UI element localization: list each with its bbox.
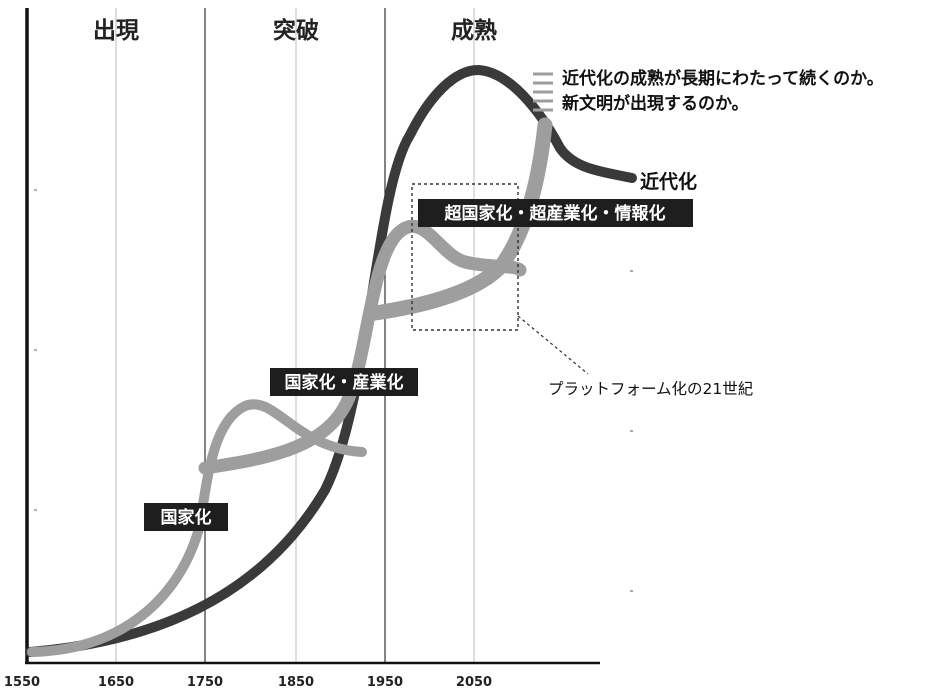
x-tick-1550: 1550 bbox=[4, 675, 40, 690]
label-nation-building: 国家化 bbox=[161, 507, 212, 528]
label-nation-industrial: 国家化・産業化 bbox=[285, 372, 404, 393]
wave-super-information bbox=[367, 117, 553, 321]
note-new-civilization: 新文明が出現するのか。 bbox=[562, 93, 749, 114]
x-tick-1750: 1750 bbox=[187, 675, 223, 690]
label-platform: プラットフォーム化の21世紀 bbox=[548, 380, 753, 398]
x-tick-1950: 1950 bbox=[367, 675, 403, 690]
x-tick-2050: 2050 bbox=[456, 675, 492, 690]
era-label-maturity: 成熟 bbox=[451, 17, 497, 44]
era-label-emergence: 出現 bbox=[93, 18, 139, 44]
wave-curves bbox=[27, 117, 553, 657]
x-tick-1650: 1650 bbox=[98, 675, 134, 690]
era-label-breakthrough: 突破 bbox=[273, 17, 319, 44]
label-box-nation-building bbox=[144, 503, 228, 531]
label-box-nation-industrial bbox=[270, 368, 418, 396]
label-box-super bbox=[418, 199, 693, 227]
label-modernization: 近代化 bbox=[640, 170, 697, 193]
future-dashes bbox=[533, 72, 553, 112]
x-tick-1850: 1850 bbox=[278, 675, 314, 690]
platform-leader-line bbox=[517, 315, 589, 375]
note-maturity: 近代化の成熟が長期にわたって続くのか。 bbox=[562, 68, 884, 89]
label-super: 超国家化・超産業化・情報化 bbox=[445, 203, 666, 224]
modernization-curve bbox=[25, 64, 637, 657]
wave-nation-industry bbox=[198, 220, 527, 475]
y-axis-minor-ticks bbox=[34, 189, 37, 511]
side-dots bbox=[630, 270, 633, 592]
